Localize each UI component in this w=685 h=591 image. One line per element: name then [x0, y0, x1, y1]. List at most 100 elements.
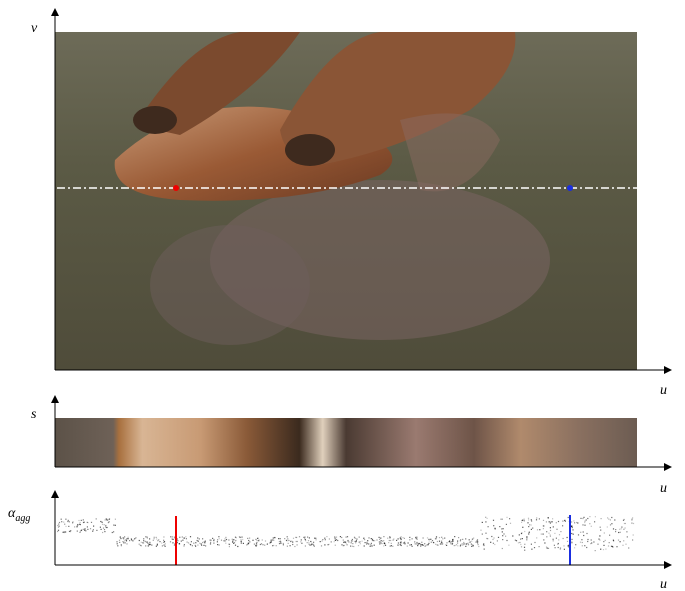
noise-dot	[580, 532, 581, 533]
noise-dot	[70, 531, 71, 532]
axis-label: u	[660, 481, 667, 496]
noise-dot	[271, 541, 272, 542]
noise-dot	[295, 541, 296, 542]
noise-dot	[627, 536, 628, 537]
noise-dot	[191, 541, 192, 542]
noise-dot	[444, 538, 445, 539]
noise-dot	[385, 545, 386, 546]
noise-dot	[582, 542, 583, 543]
noise-dot	[613, 528, 614, 529]
noise-dot	[469, 539, 470, 540]
noise-dot	[84, 530, 85, 531]
noise-dot	[172, 542, 173, 543]
noise-dot	[487, 518, 488, 519]
noise-dot	[450, 543, 451, 544]
noise-dot	[571, 541, 572, 542]
noise-dot	[346, 537, 347, 538]
noise-dot	[608, 519, 609, 520]
noise-dot	[521, 522, 522, 523]
noise-dot	[623, 540, 624, 541]
noise-dot	[235, 537, 236, 538]
noise-dot	[334, 536, 335, 537]
noise-dot	[587, 518, 588, 519]
noise-dot	[224, 538, 225, 539]
noise-dot	[416, 543, 417, 544]
noise-dot	[201, 543, 202, 544]
noise-dot	[286, 540, 287, 541]
noise-dot	[423, 537, 424, 538]
noise-dot	[567, 541, 568, 542]
noise-dot	[232, 541, 233, 542]
noise-dot	[571, 533, 572, 534]
noise-dot	[107, 527, 108, 528]
noise-dot	[371, 538, 372, 539]
noise-dot	[524, 519, 525, 520]
noise-dot	[623, 529, 624, 530]
noise-dot	[139, 544, 140, 545]
noise-dot	[446, 545, 447, 546]
noise-dot	[280, 543, 281, 544]
noise-dot	[115, 525, 116, 526]
noise-dot	[567, 537, 568, 538]
noise-dot	[273, 540, 274, 541]
noise-dot	[193, 543, 194, 544]
noise-dot	[290, 541, 291, 542]
noise-dot	[151, 545, 152, 546]
noise-dot	[625, 544, 626, 545]
noise-dot	[80, 531, 81, 532]
noise-dot	[91, 522, 92, 523]
noise-dot	[76, 527, 77, 528]
noise-dot	[125, 542, 126, 543]
noise-dot	[351, 542, 352, 543]
noise-dot	[556, 522, 557, 523]
noise-dot	[211, 540, 212, 541]
noise-dot	[328, 544, 329, 545]
noise-dot	[68, 526, 69, 527]
noise-dot	[456, 544, 457, 545]
noise-dot	[202, 538, 203, 539]
noise-dot	[464, 543, 465, 544]
noise-dot	[63, 522, 64, 523]
noise-dot	[61, 519, 62, 520]
noise-dot	[341, 537, 342, 538]
noise-dot	[173, 539, 174, 540]
noise-dot	[520, 544, 521, 545]
noise-dot	[260, 544, 261, 545]
noise-dot	[364, 539, 365, 540]
noise-dot	[228, 539, 229, 540]
noise-dot	[506, 524, 507, 525]
noise-dot	[584, 545, 585, 546]
noise-dot	[104, 531, 105, 532]
noise-dot	[96, 530, 97, 531]
noise-dot	[212, 538, 213, 539]
noise-dot	[552, 521, 553, 522]
noise-dot	[493, 525, 494, 526]
noise-dot	[586, 519, 587, 520]
noise-dot	[123, 537, 124, 538]
noise-dot	[384, 542, 385, 543]
noise-dot	[428, 539, 429, 540]
noise-dot	[353, 546, 354, 547]
noise-dot	[539, 546, 540, 547]
noise-dot	[543, 528, 544, 529]
noise-dot	[360, 543, 361, 544]
noise-dot	[217, 539, 218, 540]
noise-dot	[609, 542, 610, 543]
noise-dot	[199, 538, 200, 539]
noise-dot	[581, 539, 582, 540]
noise-dot	[102, 524, 103, 525]
noise-dot	[580, 518, 581, 519]
noise-dot	[165, 543, 166, 544]
alpha-subscript: agg	[15, 513, 30, 524]
noise-dot	[246, 544, 247, 545]
noise-dot	[106, 518, 107, 519]
noise-dot	[341, 544, 342, 545]
noise-dot	[264, 545, 265, 546]
noise-dot	[554, 545, 555, 546]
noise-dot	[400, 542, 401, 543]
noise-dot	[426, 544, 427, 545]
noise-dot	[237, 546, 238, 547]
noise-dot	[556, 529, 557, 530]
noise-dot	[462, 545, 463, 546]
noise-dot	[179, 543, 180, 544]
